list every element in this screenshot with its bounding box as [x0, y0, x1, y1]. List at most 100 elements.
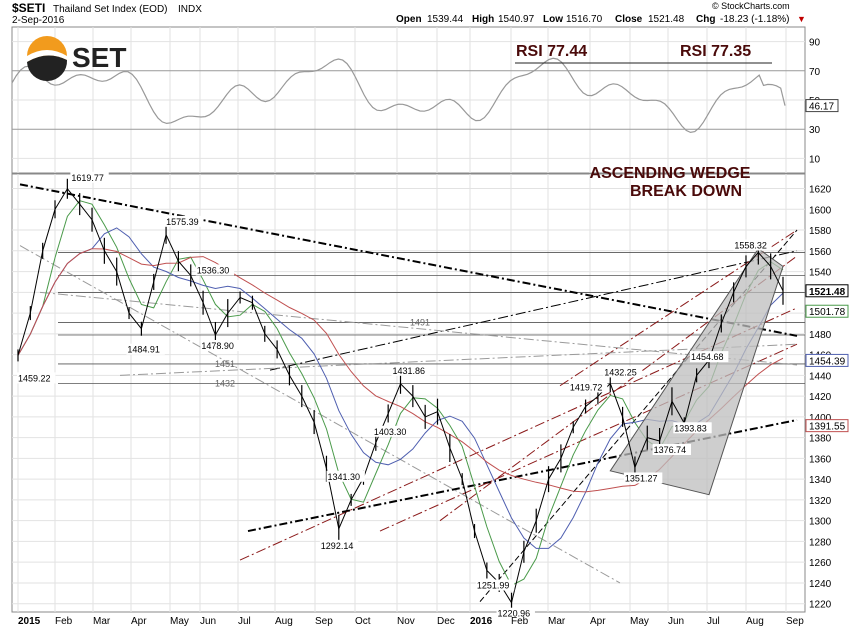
price-y-tick: 1420: [809, 392, 832, 403]
right-axis-flag: [805, 284, 849, 298]
price-label-bg: [326, 470, 365, 482]
x-tick-label: Feb: [55, 616, 73, 626]
price-label-bg: [372, 425, 412, 437]
price-point-label: 1419.72: [570, 382, 603, 392]
price-y-tick: 1260: [809, 558, 832, 569]
rsi-label-left: RSI 77.44: [516, 43, 587, 60]
x-tick-label: Oct: [355, 616, 371, 626]
trendline-long-resistance: [19, 183, 798, 337]
price-point-label: 1484.91: [127, 345, 160, 355]
low-value: 1516.70: [566, 14, 603, 25]
right-axis-flag: [805, 304, 849, 318]
price-label-bg: [17, 372, 56, 384]
price-label-bg: [475, 579, 515, 591]
price-point-label: 1491: [410, 317, 430, 327]
x-tick-label: Mar: [548, 616, 566, 626]
price-y-tick: 1360: [809, 454, 832, 465]
trendline-grey-3: [39, 291, 798, 366]
price-label-bg: [689, 351, 729, 363]
price-label-bg: [673, 422, 712, 434]
chg-label: Chg: [696, 14, 715, 25]
right-axis-flag-label: 1521.48: [809, 287, 846, 298]
x-tick-label: Dec: [437, 616, 455, 626]
x-tick-label: Aug: [746, 616, 764, 626]
price-y-tick: 1300: [809, 517, 832, 528]
x-tick-label: Aug: [275, 616, 293, 626]
price-y-tick: 1340: [809, 475, 832, 486]
price-y-tick: 1560: [809, 247, 832, 258]
rsi-line: [11, 57, 786, 134]
price-y-tick: 1380: [809, 434, 832, 445]
price-y-tick: 1600: [809, 205, 832, 216]
chart-symbol: $SETI: [12, 1, 45, 15]
price-point-label: 1558.32: [734, 241, 767, 251]
chg-value: -18.23 (-1.18%): [720, 14, 789, 25]
price-label-bg: [319, 539, 359, 551]
price-point-label: 1451: [215, 359, 235, 369]
wedge-annotation-line2: BREAK DOWN: [630, 183, 742, 200]
price-label-bg: [496, 607, 535, 619]
price-y-tick: 1440: [809, 371, 832, 382]
x-tick-label: Apr: [590, 616, 606, 626]
price-label-bg: [733, 239, 772, 251]
close-value: 1521.48: [648, 14, 685, 25]
x-tick-label: Nov: [397, 616, 415, 626]
high-label: High: [472, 14, 494, 25]
x-tick-label: Sep: [786, 616, 804, 626]
price-point-label: 1454.68: [691, 352, 724, 362]
price-point-label: 1393.83: [674, 423, 707, 433]
rsi-y-tick: 30: [809, 125, 821, 136]
price-label-bg: [568, 381, 608, 393]
low-label: Low: [543, 14, 563, 25]
price-point-label: 1459.22: [18, 373, 51, 383]
price-label-bg: [603, 366, 642, 378]
x-tick-label: Apr: [131, 616, 147, 626]
price-label-bg: [195, 264, 235, 276]
price-y-tick: 1480: [809, 330, 832, 341]
x-tick-label: Mar: [93, 616, 111, 626]
stockcharts-watermark: © StockCharts.com: [712, 1, 790, 11]
price-y-tick: 1620: [809, 185, 832, 196]
price-y-tick: 1220: [809, 600, 832, 611]
x-tick-label: May: [170, 616, 189, 626]
price-point-label: 1351.27: [625, 473, 658, 483]
set-logo-swoosh: [27, 50, 67, 62]
trendline-grey-2: [119, 343, 798, 376]
price-label-bg: [652, 444, 692, 456]
right-axis-flag-label: 1454.39: [809, 356, 846, 367]
price-point-label: 1619.77: [71, 173, 104, 183]
x-tick-label: Jul: [707, 616, 720, 626]
x-tick-label: Jun: [668, 616, 684, 626]
right-axis-flag: [805, 419, 849, 433]
high-value: 1540.97: [498, 14, 535, 25]
price-y-tick: 1240: [809, 579, 832, 590]
set-logo-text: SET: [72, 42, 126, 73]
rsi-y-tick: 10: [809, 154, 821, 165]
price-point-label: 1432.25: [604, 367, 637, 377]
x-tick-label: 2015: [18, 616, 41, 626]
right-axis-flag-label: 1501.78: [809, 307, 846, 318]
price-point-label: 1251.99: [477, 580, 510, 590]
x-tick-label: Jun: [200, 616, 216, 626]
price-point-label: 1536.30: [197, 265, 230, 275]
price-y-tick: 1280: [809, 537, 832, 548]
price-point-label: 1478.90: [201, 341, 234, 351]
x-tick-label: Sep: [315, 616, 333, 626]
right-axis-flag-label: 1391.55: [809, 422, 846, 433]
rsi-label-right: RSI 77.35: [680, 43, 751, 60]
chart-exchange: INDX: [178, 4, 202, 15]
price-y-tick: 1580: [809, 226, 832, 237]
price-y-tick: 1400: [809, 413, 832, 424]
price-y-tick: 1320: [809, 496, 832, 507]
open-label: Open: [396, 14, 422, 25]
price-point-label: 1431.86: [393, 366, 426, 376]
chart-date: 2-Sep-2016: [12, 15, 65, 26]
rsi-y-tick: 70: [809, 67, 821, 78]
rsi-y-tick: 90: [809, 38, 821, 49]
price-point-label: 1403.30: [374, 427, 407, 437]
rsi-value-label: 46.17: [809, 102, 834, 113]
price-point-label: 1292.14: [321, 541, 354, 551]
price-y-tick: 1540: [809, 268, 832, 279]
price-point-label: 1575.39: [166, 217, 199, 227]
